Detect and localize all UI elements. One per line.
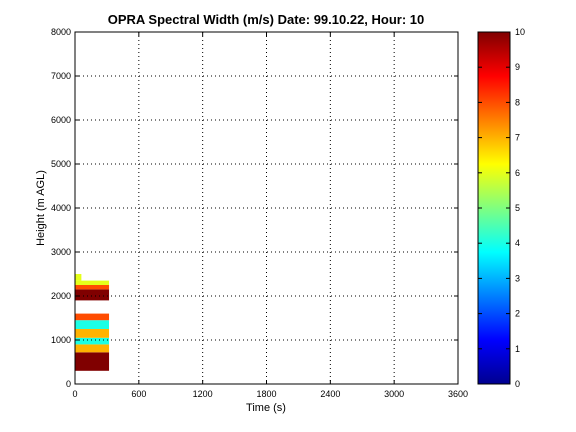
heatmap-cell <box>75 289 110 301</box>
y-axis-label: Height (m AGL) <box>35 170 47 246</box>
heatmap-cell <box>75 285 110 290</box>
x-tick-label: 1800 <box>256 389 276 399</box>
colorbar-tick-label: 1 <box>515 344 520 354</box>
heatmap-cell <box>75 329 110 338</box>
heatmap-cell <box>75 344 110 353</box>
colorbar-tick-label: 2 <box>515 309 520 319</box>
y-tick-label: 3000 <box>51 247 71 257</box>
colorbar-tick-label: 6 <box>515 168 520 178</box>
y-tick-label: 1000 <box>51 335 71 345</box>
colorbar-tick-label: 0 <box>515 379 520 389</box>
x-tick-label: 3000 <box>384 389 404 399</box>
heatmap-cell <box>75 320 110 329</box>
x-axis-label: Time (s) <box>246 402 286 414</box>
x-axis-ticks: 0 600 1200 1800 2400 3000 3600 <box>72 32 468 399</box>
y-axis-ticks: 0 1000 2000 3000 4000 5000 6000 7000 8000 <box>51 27 458 389</box>
x-tick-label: 0 <box>72 389 77 399</box>
colorbar-ticks: 0 1 2 3 4 5 6 7 8 9 10 <box>478 27 525 389</box>
colorbar: 0 1 2 3 4 5 6 7 8 9 10 <box>477 27 525 389</box>
y-tick-label: 7000 <box>51 71 71 81</box>
x-tick-label: 2400 <box>320 389 340 399</box>
colorbar-tick-label: 5 <box>515 203 520 213</box>
heatmap-cell <box>75 337 110 345</box>
y-tick-label: 0 <box>66 379 71 389</box>
y-tick-label: 6000 <box>51 115 71 125</box>
heatmap-cell <box>75 280 110 285</box>
y-tick-label: 5000 <box>51 159 71 169</box>
colorbar-tick-label: 9 <box>515 62 520 72</box>
x-tick-label: 3600 <box>448 389 468 399</box>
x-tick-label: 600 <box>131 389 146 399</box>
y-tick-label: 8000 <box>51 27 71 37</box>
heatmap-cell <box>75 274 82 281</box>
x-tick-label: 1200 <box>193 389 213 399</box>
colorbar-tick-label: 3 <box>515 273 520 283</box>
plot-area: 0 600 1200 1800 2400 3000 3600 0 1000 2000 3000 40… <box>51 27 468 399</box>
heatmap-cells <box>75 274 110 371</box>
y-tick-label: 2000 <box>51 291 71 301</box>
colorbar-gradient <box>478 32 510 384</box>
chart-title: OPRA Spectral Width (m/s) Date: 99.10.22… <box>108 12 425 27</box>
colorbar-tick-label: 7 <box>515 133 520 143</box>
y-tick-label: 4000 <box>51 203 71 213</box>
colorbar-tick-label: 10 <box>515 27 525 37</box>
grid-lines <box>75 32 458 384</box>
colorbar-tick-label: 8 <box>515 97 520 107</box>
colorbar-tick-label: 4 <box>515 238 520 248</box>
heatmap-cell <box>75 313 110 321</box>
heatmap-cell <box>75 352 110 371</box>
